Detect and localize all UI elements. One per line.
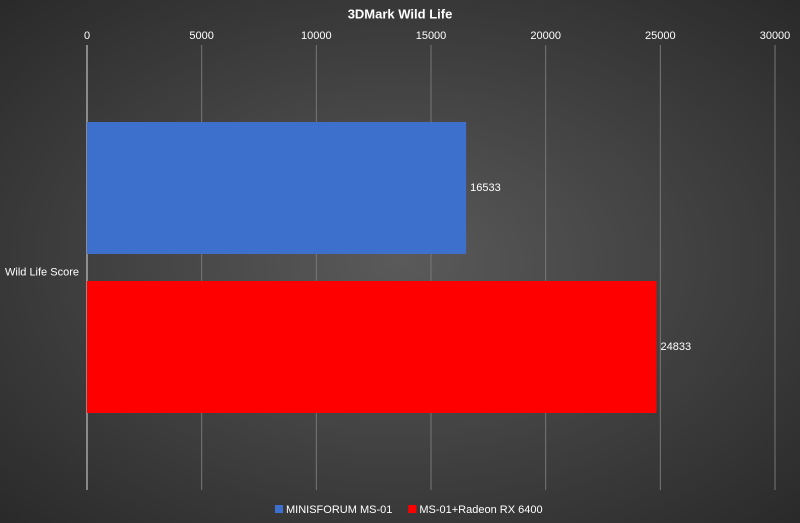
x-tick-label: 25000 [645, 30, 676, 42]
x-tick-label: 20000 [530, 30, 561, 42]
data-label: 24833 [661, 341, 692, 353]
legend-swatch [408, 505, 417, 513]
bar [87, 281, 657, 413]
x-tick-label: 0 [84, 30, 90, 42]
data-label: 16533 [470, 182, 501, 194]
y-tick-label: Wild Life Score [5, 266, 79, 278]
chart-title: 3DMark Wild Life [348, 6, 453, 21]
legend-swatch [275, 505, 283, 513]
bar [87, 122, 467, 254]
x-tick-label: 15000 [416, 30, 447, 42]
legend-label: MS-01+Radeon RX 6400 [419, 504, 542, 516]
x-tick-label: 5000 [189, 30, 213, 42]
x-tick-label: 10000 [301, 30, 332, 42]
x-tick-label: 30000 [760, 30, 791, 42]
legend-label: MINISFORUM MS-01 [286, 504, 392, 516]
